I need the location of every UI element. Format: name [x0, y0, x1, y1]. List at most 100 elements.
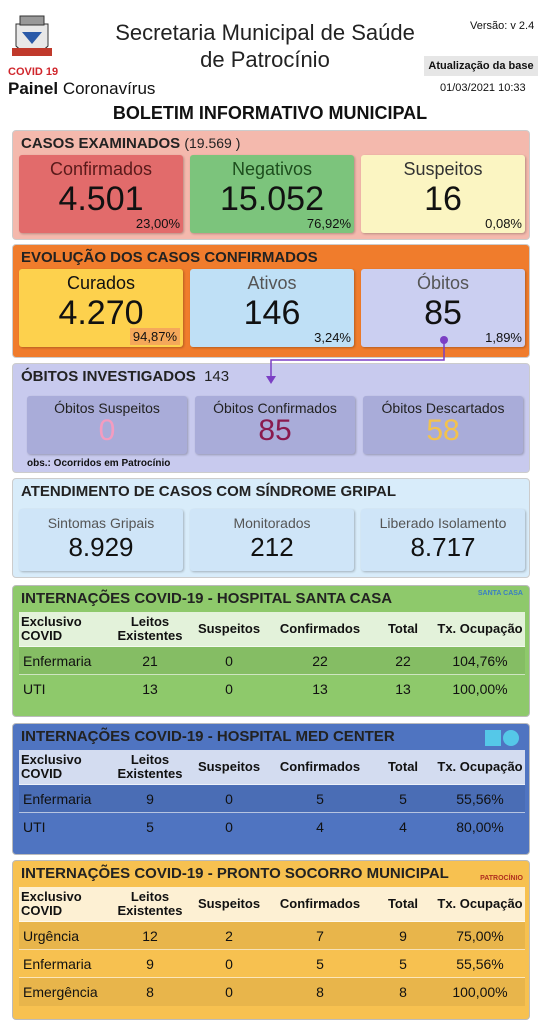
card-label: Confirmados	[49, 159, 153, 179]
header-row: Exclusivo COVID Leitos Existentes Suspeito…	[19, 750, 525, 785]
table-row: Emergência 8 0 8 8 100,00%	[19, 977, 525, 1006]
card-value: 8.929	[68, 532, 134, 562]
bulletin-title: BOLETIM INFORMATIVO MUNICIPAL	[112, 103, 428, 123]
card-value: 0	[98, 414, 116, 447]
card-label: Monitorados	[233, 515, 311, 531]
card-value: 212	[250, 532, 294, 562]
table-cell: 22	[269, 646, 371, 675]
table-cell: 7	[269, 921, 371, 950]
column-header: Total	[371, 887, 435, 922]
stat-card: Monitorados 212	[190, 509, 354, 571]
stat-card: Liberado Isolamento 8.717	[361, 509, 525, 571]
card-percent: 0,08%	[485, 216, 522, 231]
header-row: Exclusivo COVID Leitos Existentes Suspeito…	[19, 612, 525, 647]
logo: SANTA CASA	[477, 590, 523, 597]
column-header: Leitos Existentes	[111, 750, 189, 785]
table-cell: UTI	[19, 674, 111, 703]
table-cell: 0	[189, 646, 269, 675]
table-cell: 9	[111, 949, 189, 978]
card-label: Curados	[66, 273, 136, 293]
table-row: UTI 5 0 4 4 80,00%	[19, 812, 525, 841]
card-label: Negativos	[231, 159, 313, 179]
stat-card: Óbitos Descartados 58	[363, 396, 523, 454]
column-header: Suspeitos	[189, 750, 269, 785]
table-cell: Enfermaria	[19, 949, 111, 978]
note: obs.: Ocorridos em Patrocínio	[27, 458, 171, 469]
card-label: Ativos	[247, 273, 297, 293]
flu-section: ATENDIMENTO DE CASOS COM SÍNDROME GRIPAL…	[12, 478, 530, 578]
column-header: Tx. Ocupação	[435, 612, 525, 647]
table-cell: 9	[111, 784, 189, 813]
table-cell: 4	[269, 812, 371, 841]
column-header: Exclusivo COVID	[19, 612, 111, 647]
card-value: 146	[243, 294, 301, 332]
card-label: Liberado Isolamento	[379, 515, 507, 531]
table-cell: 2	[189, 921, 269, 950]
card-value: 4.501	[58, 180, 144, 218]
column-header: Exclusivo COVID	[19, 887, 111, 922]
table-cell: 13	[371, 674, 435, 703]
table-cell: 0	[189, 812, 269, 841]
table-cell: Enfermaria	[19, 646, 111, 675]
panel-bold: Painel	[8, 79, 59, 98]
card-label: Óbitos Confirmados	[213, 400, 337, 416]
section-title: INTERNAÇÕES COVID-19 - HOSPITAL MED CENT…	[21, 728, 395, 745]
stat-card: Sintomas Gripais 8.929	[19, 509, 183, 571]
column-header: Suspeitos	[189, 887, 269, 922]
section-title: INTERNAÇÕES COVID-19 - HOSPITAL SANTA CA…	[21, 590, 393, 607]
table-cell: 5	[111, 812, 189, 841]
table-row: Enfermaria 21 0 22 22 104,76%	[19, 646, 525, 675]
section-title: INTERNAÇÕES COVID-19 - PRONTO SOCORRO MU…	[21, 865, 449, 882]
column-header: Leitos Existentes	[111, 612, 189, 647]
card-label: Óbitos Descartados	[381, 400, 505, 416]
column-header: Suspeitos	[189, 612, 269, 647]
update-date: 01/03/2021 10:33	[440, 82, 526, 94]
hospital-table: Exclusivo COVID Leitos Existentes Suspeito…	[19, 612, 525, 703]
table-cell: 5	[269, 949, 371, 978]
column-header: Confirmados	[269, 612, 371, 647]
stat-card: Suspeitos 16 0,08%	[361, 155, 525, 233]
card-label: Suspeitos	[403, 159, 483, 179]
column-header: Tx. Ocupação	[435, 750, 525, 785]
card-percent: 76,92%	[306, 216, 351, 231]
card-value: 8.717	[410, 532, 476, 562]
section-title: ATENDIMENTO DE CASOS COM SÍNDROME GRIPAL	[21, 483, 397, 500]
panel-name: Painel Coronavírus	[8, 79, 155, 99]
card-label: Sintomas Gripais	[47, 515, 155, 531]
table-row: Enfermaria 9 0 5 5 55,56%	[19, 949, 525, 978]
table-cell: 100,00%	[435, 674, 525, 703]
card-value: 85	[424, 294, 462, 332]
table-cell: 0	[189, 784, 269, 813]
column-header: Confirmados	[269, 887, 371, 922]
logo-caption: COVID 19	[8, 66, 59, 78]
table-cell: 104,76%	[435, 646, 525, 675]
card-percent: 3,24%	[314, 330, 351, 345]
card-value: 15.052	[220, 180, 324, 218]
hospital-section: INTERNAÇÕES COVID-19 - HOSPITAL MED CENT…	[12, 723, 530, 855]
card-label: Óbitos	[416, 273, 470, 293]
table-row: Urgência 12 2 7 9 75,00%	[19, 921, 525, 950]
card-percent: 94,87%	[129, 328, 180, 345]
hospital-table: Exclusivo COVID Leitos Existentes Suspeito…	[19, 887, 525, 1006]
table-cell: 75,00%	[435, 921, 525, 950]
stat-card: Ativos 146 3,24%	[190, 269, 354, 347]
table-cell: Urgência	[19, 921, 111, 950]
table-row: Enfermaria 9 0 5 5 55,56%	[19, 784, 525, 813]
card-percent: 1,89%	[485, 330, 522, 345]
table-cell: 8	[269, 977, 371, 1006]
table-cell: 0	[189, 674, 269, 703]
card-value: 58	[426, 414, 460, 447]
stat-card: Óbitos 85 1,89%	[361, 269, 525, 347]
table-cell: 5	[269, 784, 371, 813]
table-row: UTI 13 0 13 13 100,00%	[19, 674, 525, 703]
table-cell: 80,00%	[435, 812, 525, 841]
card-label: Óbitos Suspeitos	[54, 400, 160, 416]
column-header: Tx. Ocupação	[435, 887, 525, 922]
city-crest	[12, 15, 52, 56]
total: 143	[204, 368, 230, 385]
column-header: Total	[371, 750, 435, 785]
logo: PATROCÍNIO	[480, 875, 523, 882]
stat-card: Curados 4.270 94,87%	[19, 269, 183, 347]
hospital-section: INTERNAÇÕES COVID-19 - PRONTO SOCORRO MU…	[12, 860, 530, 1020]
